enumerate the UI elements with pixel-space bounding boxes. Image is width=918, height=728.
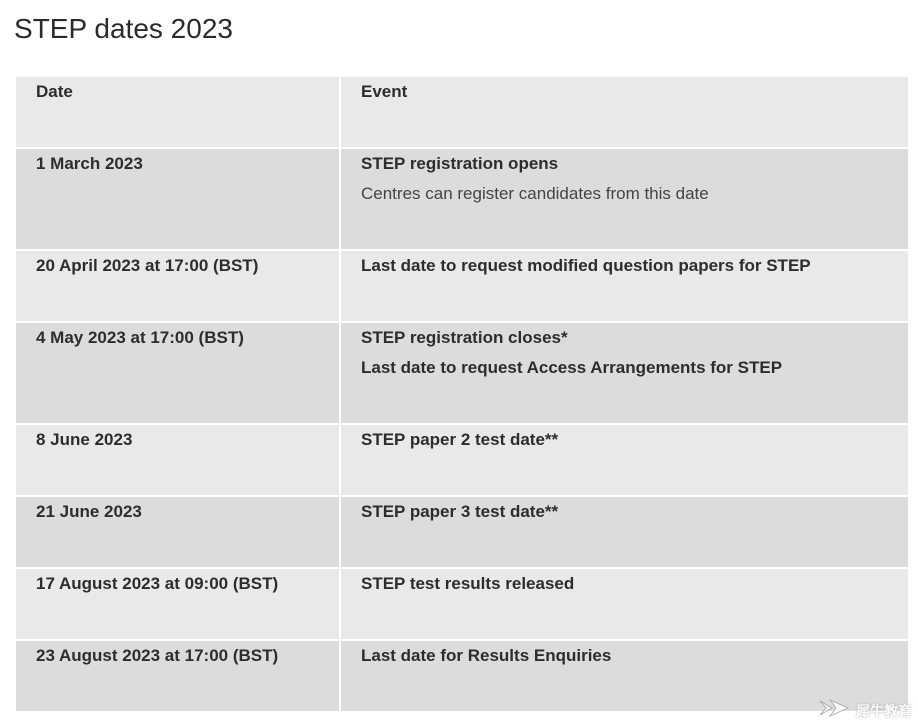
table-header-row: Date Event: [14, 75, 910, 149]
date-cell: 21 June 2023: [14, 495, 341, 569]
watermark-text: 犀牛教育: [856, 703, 912, 720]
date-cell: 8 June 2023: [14, 423, 341, 497]
event-cell: Last date for Results Enquiries: [339, 639, 910, 713]
table-row: 4 May 2023 at 17:00 (BST) STEP registrat…: [14, 321, 910, 425]
table-row: 23 August 2023 at 17:00 (BST) Last date …: [14, 639, 910, 713]
event-title: STEP registration opens: [361, 154, 559, 173]
event-title: STEP paper 2 test date**: [361, 430, 559, 449]
date-cell: 23 August 2023 at 17:00 (BST): [14, 639, 341, 713]
table-row: 21 June 2023 STEP paper 3 test date**: [14, 495, 910, 569]
table-row: 1 March 2023 STEP registration opens Cen…: [14, 147, 910, 251]
rhino-logo-icon: [818, 697, 852, 724]
event-title: STEP registration closes*: [361, 328, 568, 347]
event-cell: STEP registration closes* Last date to r…: [339, 321, 910, 425]
event-cell: STEP paper 3 test date**: [339, 495, 910, 569]
date-cell: 1 March 2023: [14, 147, 341, 251]
event-note: Centres can register candidates from thi…: [361, 184, 709, 203]
step-dates-table: Date Event 1 March 2023 STEP registratio…: [14, 75, 910, 713]
event-cell: STEP paper 2 test date**: [339, 423, 910, 497]
column-header-date: Date: [14, 75, 341, 149]
event-title: Last date for Results Enquiries: [361, 646, 612, 665]
column-header-event: Event: [339, 75, 910, 149]
event-title: Last date to request Access Arrangements…: [361, 358, 783, 377]
table-row: 8 June 2023 STEP paper 2 test date**: [14, 423, 910, 497]
table-row: 17 August 2023 at 09:00 (BST) STEP test …: [14, 567, 910, 641]
event-cell: Last date to request modified question p…: [339, 249, 910, 323]
date-cell: 20 April 2023 at 17:00 (BST): [14, 249, 341, 323]
table-row: 20 April 2023 at 17:00 (BST) Last date t…: [14, 249, 910, 323]
event-cell: STEP test results released: [339, 567, 910, 641]
date-cell: 17 August 2023 at 09:00 (BST): [14, 567, 341, 641]
event-title: Last date to request modified question p…: [361, 256, 811, 275]
watermark: 犀牛教育: [818, 697, 912, 724]
event-title: STEP test results released: [361, 574, 575, 593]
page-title: STEP dates 2023: [14, 13, 233, 44]
date-cell: 4 May 2023 at 17:00 (BST): [14, 321, 341, 425]
event-title: STEP paper 3 test date**: [361, 502, 559, 521]
event-cell: STEP registration opens Centres can regi…: [339, 147, 910, 251]
